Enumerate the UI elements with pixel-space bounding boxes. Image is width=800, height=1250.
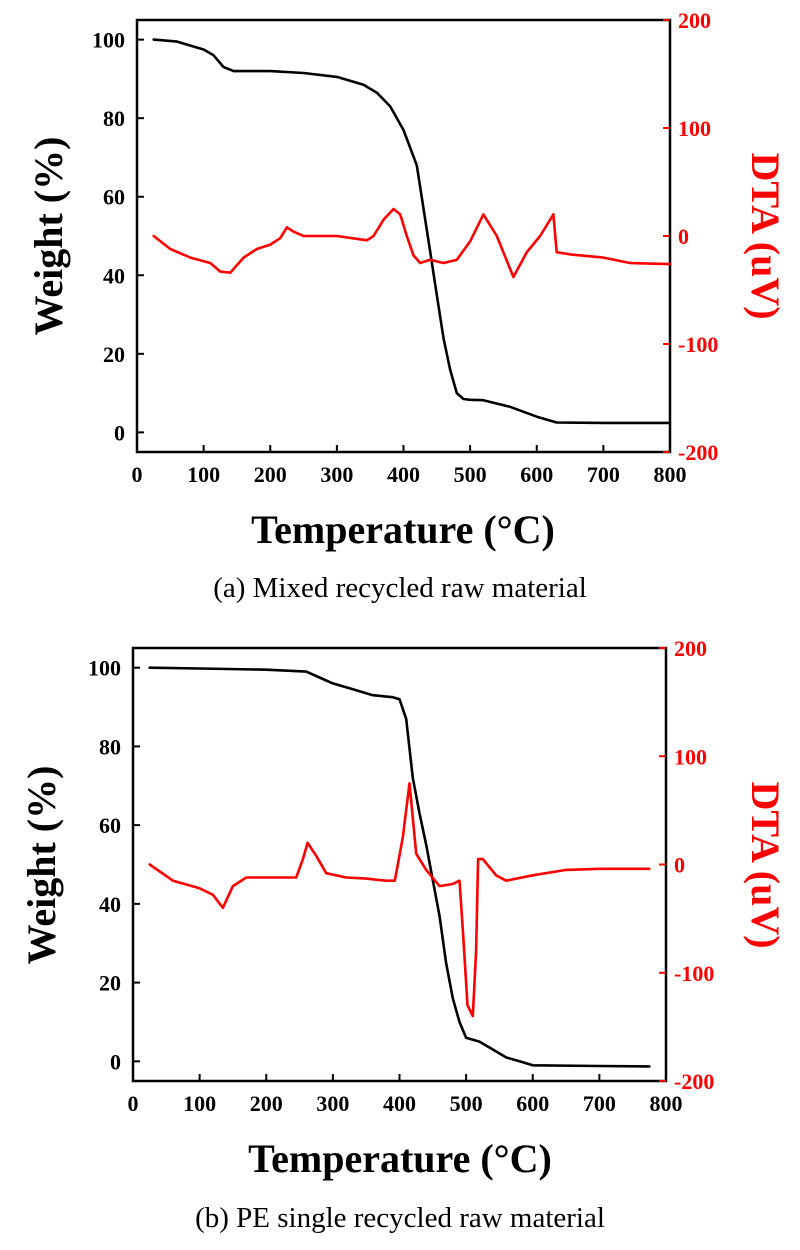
x-axis-title: Temperature (°C) bbox=[251, 507, 555, 552]
y2-tick-label: 0 bbox=[678, 224, 689, 249]
y2-tick-label: -100 bbox=[674, 961, 714, 986]
x-tick-label: 300 bbox=[320, 462, 353, 487]
y2-axis-title: DTA (uV) bbox=[743, 781, 788, 948]
y2-axis-title: DTA (uV) bbox=[743, 152, 788, 319]
x-tick-label: 500 bbox=[450, 1091, 483, 1116]
y2-tick-label: 100 bbox=[678, 116, 711, 141]
y-axis-title: Weight (%) bbox=[26, 137, 71, 336]
caption-a: (a) Mixed recycled raw material bbox=[213, 572, 587, 604]
y-tick-label: 40 bbox=[99, 892, 121, 917]
y2-tick-label: 200 bbox=[674, 636, 707, 661]
x-tick-label: 0 bbox=[128, 1091, 139, 1116]
x-tick-label: 100 bbox=[187, 462, 220, 487]
x-tick-label: 0 bbox=[132, 462, 143, 487]
y-tick-label: 100 bbox=[88, 656, 121, 681]
y-tick-label: 100 bbox=[92, 28, 125, 53]
x-axis-title: Temperature (°C) bbox=[248, 1136, 552, 1181]
x-tick-label: 400 bbox=[387, 462, 420, 487]
panel-b: 0 100 200 300 400 500 600 700 800 0 20 40 60 80 100 -20… bbox=[19, 636, 788, 1234]
panel-a: 0 100 200 300 400 500 600 700 800 0 20 40 60 80 100 -20… bbox=[26, 8, 788, 604]
y2-tick-label: -200 bbox=[678, 440, 718, 465]
weight-series-line bbox=[152, 38, 672, 425]
y-axis-title: Weight (%) bbox=[19, 766, 64, 965]
x-tick-label: 200 bbox=[250, 1091, 283, 1116]
y2-tick-label: 100 bbox=[674, 744, 707, 769]
y-tick-label: 60 bbox=[103, 185, 125, 210]
y-tick-label: 60 bbox=[99, 813, 121, 838]
plot-frame bbox=[135, 18, 672, 454]
x-tick-label: 300 bbox=[316, 1091, 349, 1116]
x-tick-label: 800 bbox=[654, 462, 687, 487]
y2-tick-label: 0 bbox=[674, 853, 685, 878]
x-tick-label: 700 bbox=[587, 462, 620, 487]
dta-series-line bbox=[152, 207, 672, 279]
y2-tick-label: -200 bbox=[674, 1069, 714, 1094]
y-tick-label: 20 bbox=[99, 971, 121, 996]
caption-b: (b) PE single recycled raw material bbox=[195, 1202, 605, 1234]
x-tick-label: 500 bbox=[454, 462, 487, 487]
x-tick-label: 600 bbox=[520, 462, 553, 487]
x-tick-label: 100 bbox=[183, 1091, 216, 1116]
y-tick-label: 0 bbox=[110, 1049, 121, 1074]
y-tick-label: 80 bbox=[103, 106, 125, 131]
x-tick-label: 600 bbox=[516, 1091, 549, 1116]
y-tick-label: 40 bbox=[103, 263, 125, 288]
x-tick-label: 200 bbox=[254, 462, 287, 487]
dta-series-line bbox=[148, 781, 651, 1018]
plot-frame bbox=[131, 646, 668, 1083]
y-tick-label: 0 bbox=[114, 420, 125, 445]
x-tick-label: 400 bbox=[383, 1091, 416, 1116]
y-tick-label: 80 bbox=[99, 734, 121, 759]
y2-tick-label: 200 bbox=[678, 8, 711, 33]
y2-tick-label: -100 bbox=[678, 332, 718, 357]
y-tick-label: 20 bbox=[103, 342, 125, 367]
weight-series-line bbox=[148, 666, 651, 1068]
x-tick-label: 800 bbox=[650, 1091, 683, 1116]
x-tick-label: 700 bbox=[583, 1091, 616, 1116]
